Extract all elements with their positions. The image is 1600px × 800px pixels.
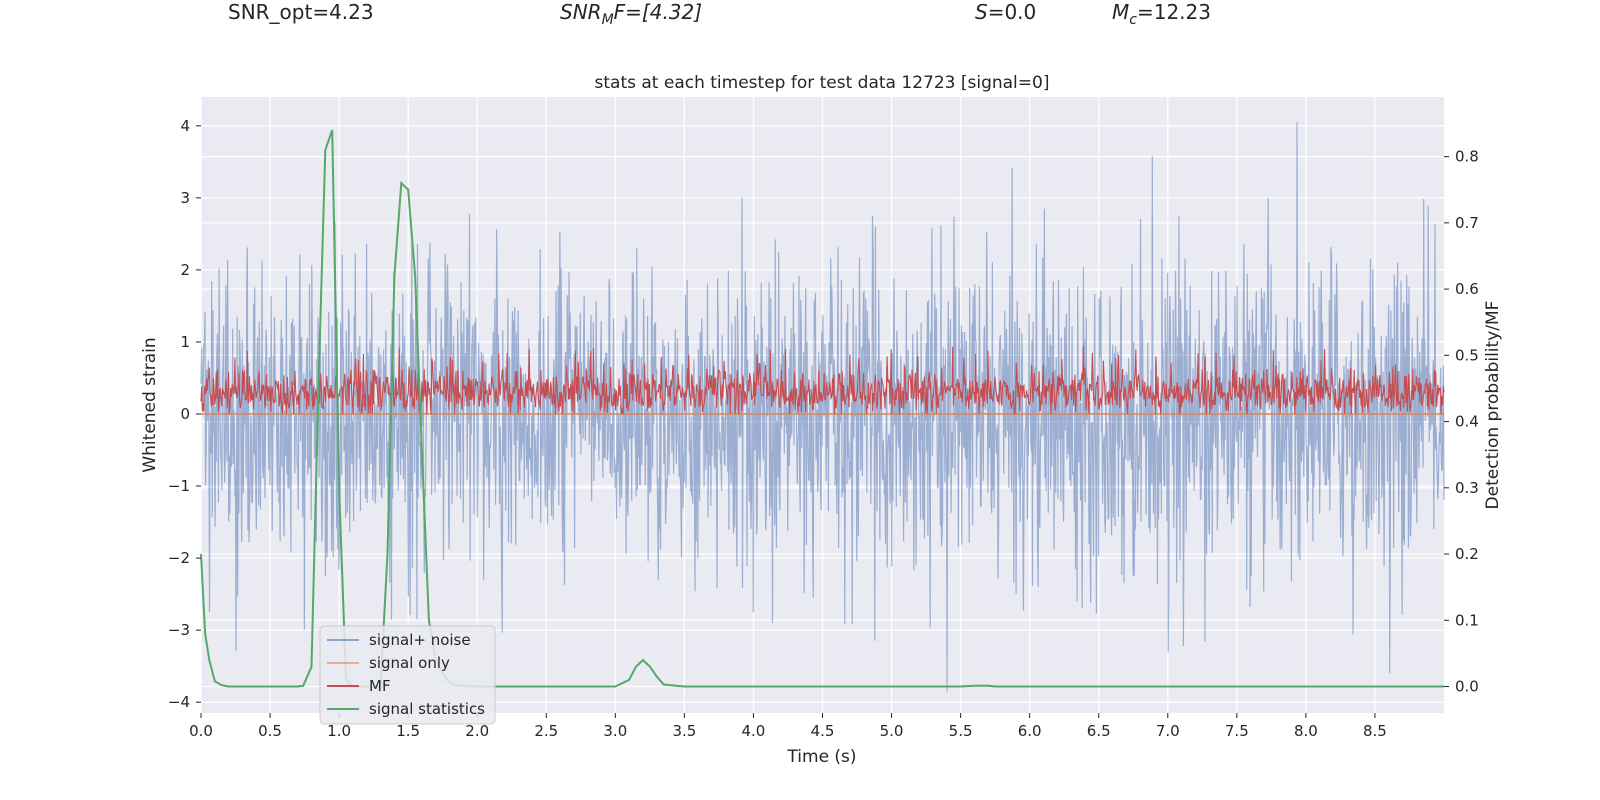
y-tick-label: −3: [168, 621, 190, 639]
x-tick-label: 7.0: [1156, 722, 1180, 740]
legend-label-mf: MF: [369, 677, 391, 695]
y2-tick-label: 0.1: [1455, 611, 1479, 629]
x-tick-label: 0.0: [189, 722, 213, 740]
y2-tick-label: 0.4: [1455, 413, 1479, 431]
x-tick-label: 0.5: [258, 722, 282, 740]
y-axis-label: Whitened strain: [140, 337, 160, 472]
y-tick-label: 0: [180, 405, 190, 423]
x-tick-label: 7.5: [1225, 722, 1249, 740]
mc-subscript: c: [1129, 12, 1137, 28]
snr-mf-text: SNRMF=[4.32]: [560, 0, 702, 28]
x-tick-label: 6.0: [1018, 722, 1042, 740]
y-tick-label: −2: [168, 549, 190, 567]
y2-axis-ticks: 0.8 0.7 0.6 0.5 0.4 0.3 0.2 0.1 0.0: [1444, 148, 1479, 696]
x-tick-label: 4.0: [742, 722, 766, 740]
x-tick-label: 1.5: [396, 722, 420, 740]
snr-mf-symbol: SNR: [560, 0, 602, 24]
y2-tick-label: 0.8: [1455, 148, 1479, 166]
snr-mf-subscript: M: [602, 12, 614, 28]
y-tick-label: −1: [168, 477, 190, 495]
legend-label-signal-only: signal only: [369, 654, 450, 672]
x-tick-label: 8.5: [1363, 722, 1387, 740]
y2-tick-label: 0.2: [1455, 545, 1479, 563]
mc-value: =12.23: [1137, 0, 1211, 24]
x-tick-label: 2.0: [465, 722, 489, 740]
mc-symbol: M: [1112, 0, 1129, 24]
y-tick-label: −4: [168, 693, 190, 711]
s-symbol: S: [975, 0, 988, 24]
y-tick-label: 1: [180, 333, 190, 351]
x-tick-label: 6.5: [1087, 722, 1111, 740]
legend-box: [319, 625, 496, 725]
x-tick-label: 1.0: [327, 722, 351, 740]
x-tick-label: 4.5: [811, 722, 835, 740]
chart-title: stats at each timestep for test data 127…: [595, 73, 1050, 93]
y2-tick-label: 0.0: [1455, 678, 1479, 696]
y2-axis-label: Detection probability/MF: [1483, 301, 1503, 510]
header-annotations: SNR_opt=4.23 SNRMF=[4.32] S=0.0 Mc=12.23: [228, 0, 1211, 28]
snr-opt-text: SNR_opt=4.23: [228, 0, 374, 24]
y2-tick-label: 0.3: [1455, 479, 1479, 497]
mc-text: Mc=12.23: [1112, 0, 1211, 28]
x-tick-label: 3.0: [603, 722, 627, 740]
x-axis-ticks: 0.0 0.5 1.0 1.5 2.0 2.5 3.0 3.5 4.0 4.5 5.0 5.5 6.0 6…: [189, 713, 1387, 740]
x-tick-label: 8.0: [1294, 722, 1318, 740]
s-text: S=0.0: [975, 0, 1036, 24]
snr-mf-value: F=[4.32]: [614, 0, 702, 24]
y2-tick-label: 0.5: [1455, 346, 1479, 364]
y2-tick-label: 0.7: [1455, 214, 1479, 232]
y-axis-ticks: 4 3 2 1 0 −1 −2 −3 −4: [168, 117, 201, 711]
legend: signal+ noise signal only MF signal stat…: [319, 625, 496, 725]
s-value: =0.0: [988, 0, 1037, 24]
x-axis-label: Time (s): [786, 747, 856, 767]
y-tick-label: 3: [180, 189, 190, 207]
y-tick-label: 2: [180, 261, 190, 279]
legend-label-signal-noise: signal+ noise: [369, 631, 471, 649]
y2-tick-label: 0.6: [1455, 280, 1479, 298]
series-mf: [200, 345, 1445, 415]
x-tick-label: 3.5: [672, 722, 696, 740]
x-tick-label: 5.5: [949, 722, 973, 740]
legend-label-signal-statistics: signal statistics: [369, 700, 485, 718]
series-signal-noise: [200, 122, 1445, 692]
x-tick-label: 2.5: [534, 722, 558, 740]
y-tick-label: 4: [180, 117, 190, 135]
x-tick-label: 5.0: [880, 722, 904, 740]
